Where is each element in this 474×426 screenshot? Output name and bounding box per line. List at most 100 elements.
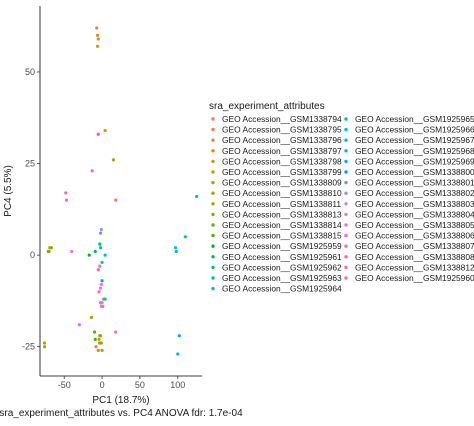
data-point: [195, 194, 199, 199]
legend-key: [211, 138, 215, 142]
legend-label: GEO Accession__GSM1338798: [222, 156, 342, 166]
data-point: [98, 231, 103, 235]
legend-label: GEO Accession__GSM1338807: [355, 241, 474, 251]
legend-label: GEO Accession__GSM1925964: [222, 284, 342, 294]
legend-label: GEO Accession__GSM1338799: [222, 167, 342, 177]
data-point: [114, 330, 118, 334]
data-point: [100, 348, 104, 352]
legend-key: [344, 202, 348, 206]
legend-key: [211, 202, 215, 206]
legend-label: GEO Accession__GSM1338806: [355, 231, 474, 241]
legend-key: [344, 180, 348, 185]
data-point: [49, 246, 53, 250]
legend-key: [211, 265, 215, 270]
y-tick-label: 50: [25, 67, 35, 77]
legend-key: [211, 191, 215, 195]
legend-label: GEO Accession__GSM1338804: [355, 209, 474, 219]
legend-key: [344, 223, 348, 227]
legend-label: GEO Accession__GSM1925967: [355, 135, 474, 145]
data-point: [98, 246, 103, 250]
x-axis-title: PC1 (18.7%): [92, 395, 149, 406]
data-point: [177, 334, 181, 338]
data-point: [77, 323, 81, 327]
legend-label: GEO Accession__GSM1338815: [222, 231, 342, 241]
legend-key: [211, 149, 215, 153]
legend-key: [344, 138, 348, 142]
data-points: [42, 26, 199, 356]
legend-key: [211, 233, 215, 238]
data-point: [174, 249, 178, 254]
legend-key: [344, 265, 348, 270]
legend-key: [211, 127, 215, 132]
x-axis-ticks: -50 0 50 100: [58, 376, 185, 390]
data-point: [98, 334, 102, 338]
data-point: [100, 260, 104, 265]
legend-label: GEO Accession__GSM1925962: [222, 262, 342, 272]
data-point: [98, 242, 102, 246]
data-point: [42, 345, 47, 349]
data-point: [99, 227, 103, 232]
data-point: [96, 132, 100, 136]
data-point: [95, 33, 100, 37]
data-point: [64, 191, 68, 195]
data-point: [103, 297, 107, 301]
legend-key: [211, 255, 215, 259]
data-point: [103, 253, 107, 257]
y-axis-ticks: -25 0 25 50: [22, 67, 40, 352]
data-point: [98, 264, 102, 268]
legend-key: [211, 276, 215, 280]
data-point: [99, 304, 103, 308]
legend-label: GEO Accession__GSM1338795: [222, 125, 342, 135]
legend-key: [344, 255, 348, 259]
legend-label: GEO Accession__GSM1925959: [222, 241, 342, 251]
legend-key: [211, 180, 215, 185]
legend-key: [211, 244, 215, 248]
x-tick-label: 100: [170, 380, 185, 390]
legend-label: GEO Accession__GSM1925965: [355, 114, 474, 124]
legend-label: GEO Accession__GSM1925966: [355, 125, 474, 135]
legend-key: [344, 244, 348, 248]
legend-label: GEO Accession__GSM1338812: [355, 262, 474, 272]
data-point: [96, 348, 100, 352]
data-point: [103, 128, 107, 133]
data-point: [98, 341, 102, 345]
data-point: [70, 249, 74, 254]
legend-key: [344, 127, 348, 132]
data-point: [96, 37, 100, 41]
legend-label: GEO Accession__GSM1338796: [222, 135, 342, 145]
data-point: [173, 246, 178, 250]
data-point: [90, 169, 94, 173]
x-tick-label: 0: [100, 380, 105, 390]
legend-label: GEO Accession__GSM1338809: [222, 178, 342, 188]
data-point: [99, 301, 103, 305]
legend-key: [344, 159, 348, 164]
data-point: [95, 26, 99, 30]
legend-label: GEO Accession__GSM1338813: [222, 209, 342, 219]
y-tick-label: -25: [22, 342, 35, 352]
data-point: [64, 198, 69, 202]
legend-key: [344, 149, 348, 153]
legend-label: GEO Accession__GSM1338803: [355, 199, 474, 209]
legend-key: [344, 191, 348, 195]
legend-key: [344, 276, 348, 280]
legend-key: [344, 117, 348, 121]
legend: sra_experiment_attributes GEO Accession_…: [209, 101, 474, 294]
legend-key: [344, 233, 348, 238]
data-point: [92, 330, 97, 334]
data-point: [98, 286, 103, 290]
data-point: [87, 253, 91, 257]
y-tick-label: 25: [25, 159, 35, 169]
y-tick-label: 0: [30, 250, 35, 260]
data-point: [97, 337, 101, 341]
legend-title: sra_experiment_attributes: [209, 101, 325, 112]
data-point: [96, 268, 100, 272]
data-point: [176, 352, 180, 356]
data-point: [42, 341, 47, 345]
legend-label: GEO Accession__GSM1338800: [355, 167, 474, 177]
legend-key: [211, 223, 215, 227]
legend-label: GEO Accession__GSM1338814: [222, 220, 342, 230]
chart-caption: sra_experiment_attributes vs. PC4 ANOVA …: [0, 408, 243, 419]
x-tick-label: -50: [58, 380, 71, 390]
